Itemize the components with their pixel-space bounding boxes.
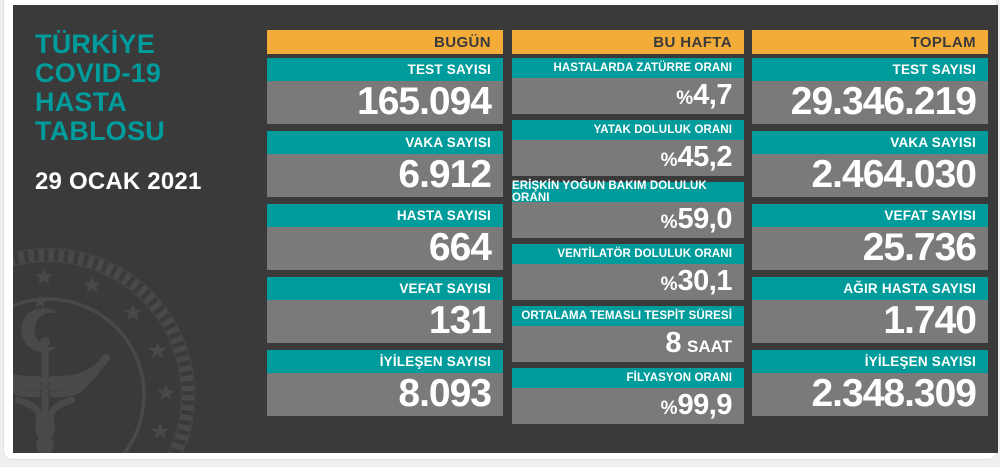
column-bugun: BUGÜN TEST SAYISI 165.094 VAKA SAYISI 6.…: [267, 30, 503, 423]
stat-label: VEFAT SAYISI: [267, 277, 503, 300]
stat-value-number: 29.346.219: [790, 80, 977, 123]
stat-value: 664: [267, 227, 503, 270]
stat-value-prefix: %: [660, 398, 678, 419]
sidebar: TÜRKİYE COVID-19 HASTA TABLOSU 29 OCAK 2…: [35, 30, 260, 196]
stat-block: VENTİLATÖR DOLULUK ORANI %30,1: [512, 244, 744, 300]
column-header-bugun: BUGÜN: [267, 30, 503, 54]
stat-block: FİLYASYON ORANI %99,9: [512, 368, 744, 424]
dashboard-title: TÜRKİYE COVID-19 HASTA TABLOSU: [35, 30, 260, 146]
stat-value-number: 1.740: [883, 299, 977, 342]
stat-value-suffix: SAAT: [686, 337, 732, 356]
column-bu-hafta: BU HAFTA HASTALARDA ZATÜRRE ORANI %4,7 Y…: [512, 30, 744, 430]
stat-block: İYİLEŞEN SAYISI 8.093: [267, 350, 503, 416]
title-line: TÜRKİYE: [35, 29, 155, 59]
stat-block: HASTA SAYISI 664: [267, 204, 503, 270]
stat-label: HASTA SAYISI: [267, 204, 503, 227]
emblem-caduceus: [13, 337, 110, 453]
stat-label: VEFAT SAYISI: [752, 204, 988, 227]
stat-value: %30,1: [512, 264, 744, 300]
stat-value: 29.346.219: [752, 81, 988, 124]
stat-value-number: 664: [428, 226, 492, 269]
stat-label: TEST SAYISI: [752, 58, 988, 81]
stat-value-number: 2.348.309: [811, 372, 977, 415]
emblem-rope-ring: [13, 247, 196, 453]
stat-value: 25.736: [752, 227, 988, 270]
emblem-inner-circle: [13, 297, 146, 453]
stat-value: %59,0: [512, 202, 744, 238]
stat-label: YATAK DOLULUK ORANI: [512, 120, 744, 140]
stat-value-number: 6.912: [398, 153, 492, 196]
stat-value: 2.464.030: [752, 154, 988, 197]
stat-value-number: 59,0: [677, 203, 733, 235]
stat-value-prefix: %: [660, 150, 678, 171]
column-header-bu-hafta: BU HAFTA: [512, 30, 744, 54]
column-header-toplam: TOPLAM: [752, 30, 988, 54]
ministry-of-health-emblem: [13, 247, 196, 453]
stat-value-number: 8: [665, 327, 681, 359]
stat-value: %45,2: [512, 140, 744, 176]
stat-label: ORTALAMA TEMASLI TESPİT SÜRESİ: [512, 306, 744, 326]
stat-value: 8 SAAT: [512, 326, 744, 362]
report-date: 29 OCAK 2021: [35, 168, 202, 195]
stat-label: TEST SAYISI: [267, 58, 503, 81]
stat-value-prefix: %: [660, 212, 678, 233]
stat-value: %99,9: [512, 388, 744, 424]
stat-label: VAKA SAYISI: [267, 131, 503, 154]
title-line: HASTA: [35, 87, 127, 117]
stat-label: İYİLEŞEN SAYISI: [752, 350, 988, 373]
title-line: COVID-19: [35, 58, 162, 88]
stat-block: AĞIR HASTA SAYISI 1.740: [752, 277, 988, 343]
stat-value: 6.912: [267, 154, 503, 197]
stat-block: VEFAT SAYISI 131: [267, 277, 503, 343]
stat-block: ORTALAMA TEMASLI TESPİT SÜRESİ 8 SAAT: [512, 306, 744, 362]
stat-value: 165.094: [267, 81, 503, 124]
stat-value-number: 131: [428, 299, 492, 342]
stat-value: 1.740: [752, 300, 988, 343]
stat-block: VAKA SAYISI 2.464.030: [752, 131, 988, 197]
stat-block: YATAK DOLULUK ORANI %45,2: [512, 120, 744, 176]
stat-value-number: 45,2: [677, 141, 733, 173]
stat-block: ERİŞKİN YOĞUN BAKIM DOLULUK ORANI %59,0: [512, 180, 744, 238]
stat-block: VAKA SAYISI 6.912: [267, 131, 503, 197]
stat-label: HASTALARDA ZATÜRRE ORANI: [512, 58, 744, 78]
stat-value-number: 8.093: [398, 372, 492, 415]
stat-label: AĞIR HASTA SAYISI: [752, 277, 988, 300]
stat-label: VAKA SAYISI: [752, 131, 988, 154]
stat-label: FİLYASYON ORANI: [512, 368, 744, 388]
stat-value-number: 25.736: [862, 226, 977, 269]
stat-block: HASTALARDA ZATÜRRE ORANI %4,7: [512, 58, 744, 114]
stat-value-number: 165.094: [357, 80, 492, 123]
title-line: TABLOSU: [35, 116, 165, 146]
stat-value: 131: [267, 300, 503, 343]
stat-label: ERİŞKİN YOĞUN BAKIM DOLULUK ORANI: [512, 180, 744, 204]
stat-block: TEST SAYISI 29.346.219: [752, 58, 988, 124]
stat-value-number: 30,1: [677, 265, 733, 297]
stat-block: İYİLEŞEN SAYISI 2.348.309: [752, 350, 988, 416]
stat-value-prefix: %: [676, 88, 694, 109]
stat-value-number: 99,9: [677, 389, 733, 421]
stat-value-prefix: %: [660, 274, 678, 295]
stat-label: VENTİLATÖR DOLULUK ORANI: [512, 244, 744, 264]
stat-label: İYİLEŞEN SAYISI: [267, 350, 503, 373]
dashboard-panel: TÜRKİYE COVID-19 HASTA TABLOSU 29 OCAK 2…: [13, 5, 998, 453]
stat-block: VEFAT SAYISI 25.736: [752, 204, 988, 270]
stat-block: TEST SAYISI 165.094: [267, 58, 503, 124]
stat-value-number: 4,7: [693, 79, 732, 111]
stat-value: 2.348.309: [752, 373, 988, 416]
column-toplam: TOPLAM TEST SAYISI 29.346.219 VAKA SAYIS…: [752, 30, 988, 423]
stat-value-number: 2.464.030: [811, 153, 977, 196]
stat-value: 8.093: [267, 373, 503, 416]
stat-value: %4,7: [512, 78, 744, 114]
